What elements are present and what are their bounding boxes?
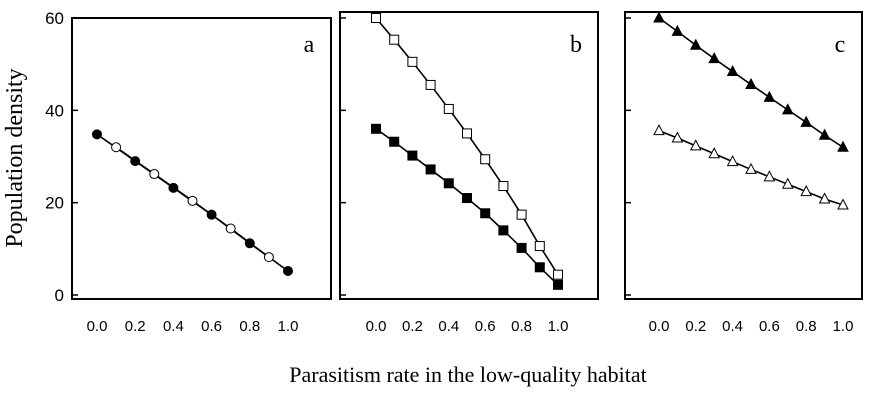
data-point	[480, 154, 491, 165]
data-point	[671, 24, 684, 36]
panel-label: c	[835, 32, 846, 58]
data-point	[745, 77, 757, 89]
data-point	[283, 265, 293, 276]
y-tick-label: 20	[45, 194, 64, 213]
x-tick-label: 0.6	[475, 318, 496, 335]
data-point	[708, 52, 721, 64]
x-tick-label: 0.8	[796, 318, 817, 335]
data-point	[671, 131, 684, 143]
data-point	[653, 11, 665, 23]
data-point	[653, 124, 665, 136]
series-line	[375, 128, 559, 286]
data-point	[407, 56, 418, 67]
panel-label: b	[570, 32, 582, 58]
plot-frame	[624, 11, 863, 300]
data-point	[498, 225, 509, 236]
x-tick-label: 1.0	[278, 318, 299, 335]
x-tick-label: 0.4	[722, 318, 743, 335]
data-point	[389, 136, 400, 147]
data-point	[708, 147, 721, 159]
x-axis-label: Parasitism rate in the low-quality habit…	[289, 362, 646, 387]
data-point	[92, 129, 102, 140]
data-point	[534, 262, 545, 273]
data-point	[763, 170, 776, 182]
data-point	[800, 115, 813, 127]
data-point	[781, 177, 794, 189]
data-point	[443, 178, 454, 189]
data-point	[726, 155, 739, 167]
data-point	[149, 169, 160, 180]
data-point	[389, 34, 400, 45]
data-point	[516, 242, 527, 253]
series-1	[371, 123, 563, 290]
data-point	[425, 164, 436, 175]
x-tick-label: 0.8	[239, 318, 260, 335]
plot-frame	[71, 17, 332, 300]
data-point	[553, 279, 563, 290]
panel-c: 0.0 0.2 0.4 0.6 0.8 1.0 c	[624, 11, 863, 335]
data-point	[726, 64, 739, 77]
panel-b: 0.0 0.2 0.4 0.6 0.8 1.0 b	[339, 11, 599, 335]
data-point	[407, 150, 418, 161]
data-point	[111, 142, 122, 153]
data-point	[263, 252, 274, 263]
data-point	[837, 198, 849, 210]
data-point	[225, 223, 236, 234]
data-point	[837, 140, 849, 152]
x-tick-label: 0.0	[87, 318, 108, 335]
series-line	[375, 17, 559, 276]
data-point	[371, 123, 381, 134]
x-tick-label: 0.6	[759, 318, 780, 335]
data-point	[763, 90, 776, 102]
panel-label: a	[304, 32, 315, 58]
data-point	[818, 128, 831, 140]
y-axis-label: Population density	[2, 68, 28, 247]
data-point	[498, 181, 509, 192]
x-tick-label: 0.0	[366, 318, 387, 335]
data-point	[462, 193, 472, 204]
panel-a: 0 20 40 60 0.0 0.2 0.4 0.6 0.8 1.0 a	[45, 9, 332, 335]
y-tick-label: 40	[45, 101, 64, 120]
data-point	[443, 103, 454, 114]
data-point	[480, 208, 491, 219]
series-1	[653, 124, 849, 210]
x-tick-label: 0.4	[163, 318, 184, 335]
x-tick-label: 0.2	[685, 318, 706, 335]
series-0	[371, 13, 563, 280]
data-point	[534, 241, 545, 252]
x-tick-label: 0.4	[438, 318, 459, 335]
data-point	[689, 38, 702, 50]
x-tick-label: 0.8	[511, 318, 532, 335]
data-point	[781, 103, 794, 115]
data-point	[425, 79, 436, 90]
x-tick-label: 1.0	[548, 318, 569, 335]
x-tick-label: 0.2	[402, 318, 423, 335]
data-point	[745, 162, 757, 174]
data-point	[553, 269, 563, 280]
data-point	[800, 185, 813, 197]
series-1	[111, 142, 274, 263]
data-point	[818, 192, 831, 204]
data-point	[689, 139, 702, 151]
y-tick-label: 0	[55, 286, 64, 305]
data-point	[462, 128, 472, 139]
data-point	[516, 209, 527, 220]
series-0	[653, 11, 849, 152]
plot-frame	[339, 11, 599, 300]
x-tick-label: 0.0	[649, 318, 670, 335]
y-tick-label: 60	[45, 9, 64, 28]
data-point	[187, 195, 198, 206]
data-point	[371, 13, 381, 23]
x-tick-label: 1.0	[833, 318, 854, 335]
x-tick-label: 0.6	[201, 318, 222, 335]
x-tick-label: 0.2	[125, 318, 146, 335]
